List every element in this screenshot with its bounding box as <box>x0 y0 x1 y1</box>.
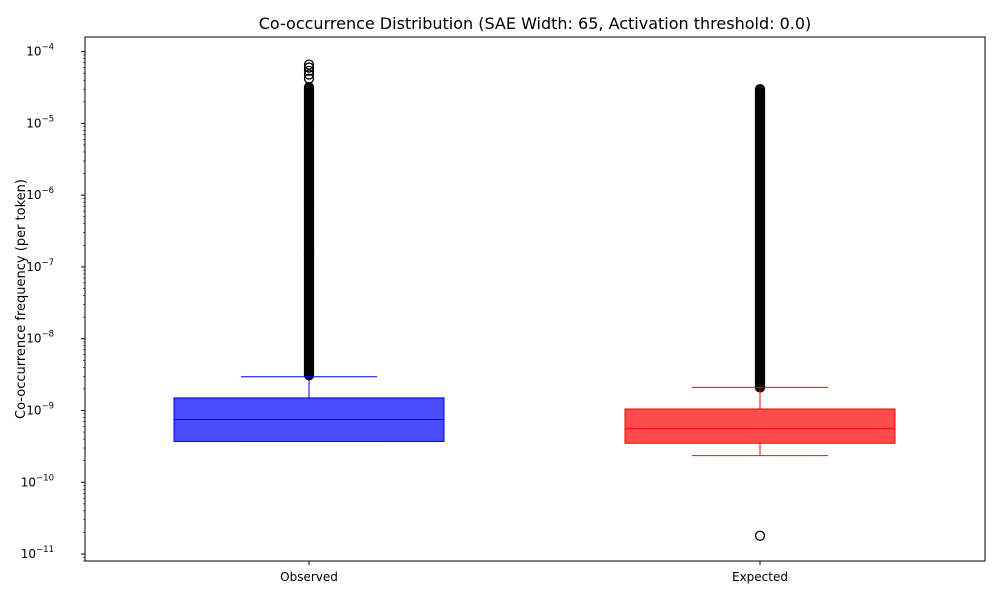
y-tick-label-2: 10−9 <box>26 402 54 418</box>
chart-title: Co-occurrence Distribution (SAE Width: 6… <box>259 14 812 33</box>
plot-area: 10−11 10−10 10−9 10−8 10−7 10−6 10−5 10−4 Observ… <box>21 43 896 584</box>
outlier-point-observed <box>303 65 315 77</box>
x-tick-label-expected: Expected <box>732 570 788 584</box>
y-tick-label-1: 10−10 <box>21 473 54 489</box>
x-tick-label-observed: Observed <box>280 570 338 584</box>
outlier-point-observed <box>303 69 315 80</box>
outlier-point-observed <box>303 73 315 84</box>
y-tick-label-0: 10−11 <box>21 545 54 561</box>
y-tick-label-7: 10−4 <box>26 43 54 59</box>
y-axis-label: Co-occurrence frequency (per token) <box>14 179 29 419</box>
outlier-point-observed <box>303 62 315 73</box>
y-tick-label-5: 10−6 <box>26 186 54 202</box>
plot-frame <box>84 36 986 562</box>
y-tick-label-3: 10−8 <box>26 330 54 346</box>
outlier-point-observed <box>303 59 315 70</box>
box-expected <box>624 408 896 444</box>
y-tick-label-4: 10−7 <box>26 258 54 274</box>
y-tick-label-6: 10−5 <box>26 114 54 130</box>
outlier-point-expected <box>754 530 766 541</box>
outlier-point-expected <box>754 84 766 95</box>
